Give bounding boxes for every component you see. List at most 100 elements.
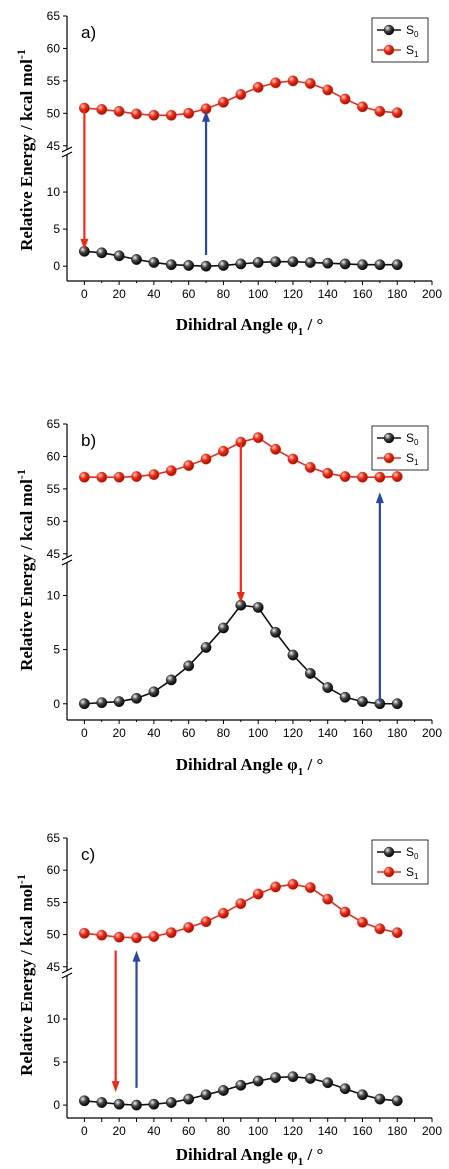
x-tick-label: 100 [248,287,268,301]
x-tick-label: 200 [422,726,442,740]
y-tick-label: 0 [53,259,60,273]
data-point-s1 [218,907,229,919]
data-point-s0 [113,1098,125,1110]
data-point-s1 [200,916,212,928]
data-point-s0 [218,1085,229,1096]
data-point-s0 [148,686,160,698]
data-point-s1 [113,931,125,943]
data-point-s0 [339,1083,351,1095]
legend-label-sub: 0 [414,438,419,447]
legend-label-name: S [406,845,414,859]
series-line-s0 [84,604,398,705]
data-point-s1 [252,81,264,93]
data-point-s1 [304,78,316,89]
data-point-s1 [165,927,177,939]
legend-label-sub: 1 [414,872,419,881]
legend-label-name: S [406,451,414,465]
data-point-s1 [235,89,247,100]
legend-label-sub: 1 [414,458,419,467]
data-point-s1 [235,898,247,910]
x-tick-label: 180 [387,726,407,740]
panel-label: a) [81,23,96,42]
data-point-s0 [322,257,334,269]
y-tick-label: 50 [47,106,61,120]
data-point-s1 [304,462,316,473]
data-point-s0 [252,257,264,268]
data-point-s0 [374,1093,386,1105]
y-axis-title: Relative Energy / kcal mol-1 [14,874,36,1076]
x-tick-label: 0 [81,1124,88,1138]
data-point-s1 [96,471,108,483]
legend-label-sub: 0 [414,30,419,39]
data-point-s1 [183,107,195,119]
data-point-s1 [374,471,386,483]
data-point-s0 [78,698,90,710]
x-axis-title-sub: 1 [298,1156,304,1168]
data-point-s0 [131,692,142,704]
x-tick-label: 160 [352,287,372,301]
x-axis-title-text: Dihidral Angle φ [176,755,298,774]
data-point-s1 [113,471,125,483]
data-point-s0 [200,260,212,272]
y-tick-label: 55 [47,74,61,88]
data-point-s0 [391,1095,403,1107]
data-point-s1 [96,104,108,115]
data-point-s0 [374,259,386,271]
panel-label: b) [81,431,96,450]
legend-box [371,17,429,63]
x-tick-label: 20 [112,1124,126,1138]
data-point-s1 [322,893,334,905]
x-tick-label: 60 [182,287,196,301]
data-point-s1 [131,932,142,944]
x-tick-label: 100 [248,1124,268,1138]
data-point-s0 [131,1099,142,1111]
data-point-s1 [374,923,386,935]
data-point-s1 [270,881,281,893]
x-axis-title-sub: 1 [298,766,304,778]
legend-marker-s0 [383,846,395,858]
x-axis-title-unit: / ° [303,755,323,774]
y-tick-label: 45 [47,139,61,153]
data-point-s1 [391,471,403,482]
data-point-s0 [322,1077,334,1089]
x-tick-label: 120 [283,1124,303,1138]
axis-break-mark [61,146,73,153]
y-tick-label: 50 [47,928,61,942]
data-point-s1 [339,906,351,918]
y-tick-label: 45 [47,960,61,974]
data-point-s0 [391,698,403,710]
data-point-s1 [252,888,264,900]
x-tick-label: 200 [422,1124,442,1138]
data-point-s0 [183,660,195,672]
data-point-s0 [165,674,177,686]
data-point-s1 [148,931,160,942]
data-point-s1 [357,471,368,483]
legend-marker-s1 [383,44,395,56]
axis-break-mark [61,151,73,158]
x-tick-label: 140 [318,1124,338,1138]
y-axis-title: Relative Energy / kcal mol-1 [14,469,36,671]
data-point-s0 [165,1097,177,1108]
data-point-s0 [78,1095,90,1107]
x-axis-title-sub: 1 [298,326,304,338]
data-point-s1 [113,105,125,117]
y-tick-label: 10 [47,588,61,602]
data-point-s0 [96,697,108,709]
legend-marker-s0 [383,432,395,444]
x-tick-label: 80 [217,287,231,301]
data-point-s0 [270,1072,281,1083]
data-point-s1 [270,443,281,455]
legend-label-s1: S1 [406,865,419,881]
legend-label-s1: S1 [406,451,419,467]
data-point-s1 [200,453,212,465]
data-point-s0 [357,259,368,271]
data-point-s0 [287,649,299,661]
axis-break-mark [61,559,73,566]
data-point-s1 [165,109,177,121]
y-axis-title-sup: -1 [14,874,28,884]
x-axis-title: Dihidral Angle φ1 / ° [176,1145,324,1168]
legend-label-s0: S0 [406,431,419,447]
data-point-s1 [391,107,403,119]
data-point-s0 [322,682,334,693]
data-point-s0 [96,247,108,259]
